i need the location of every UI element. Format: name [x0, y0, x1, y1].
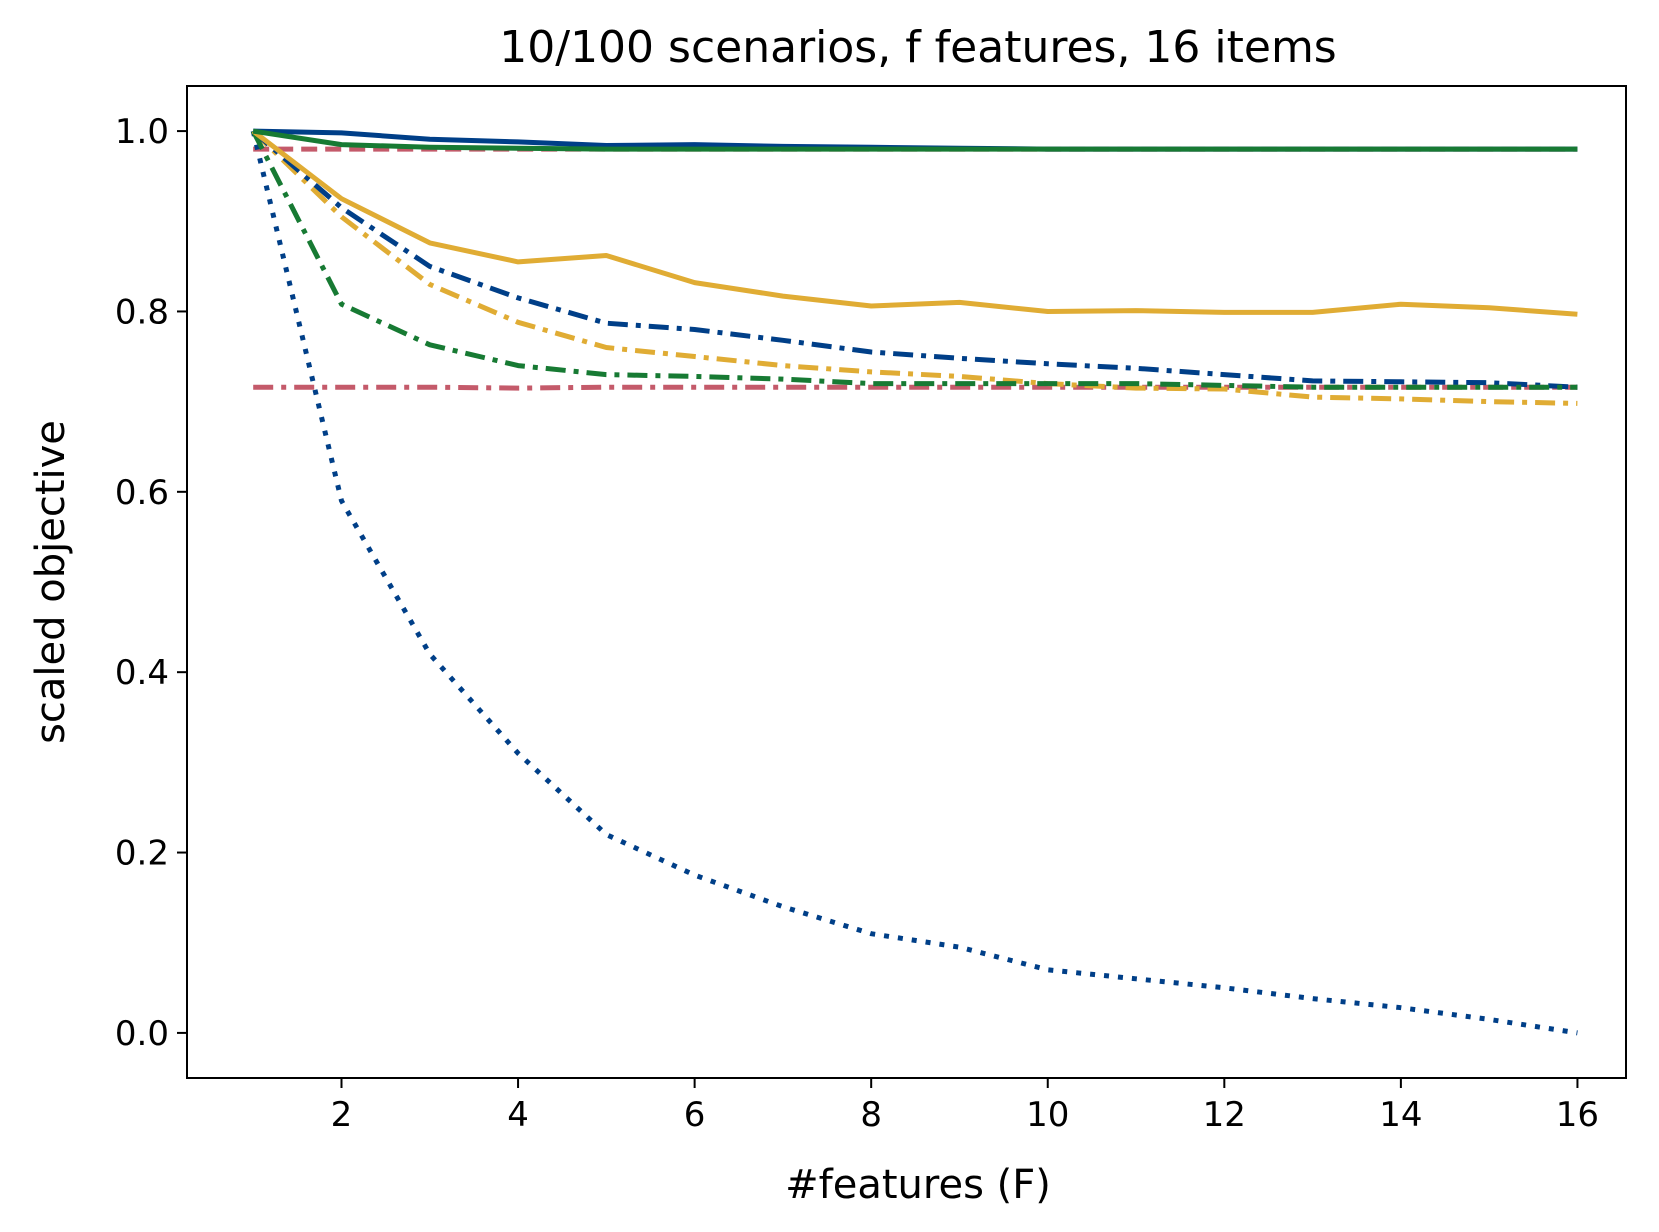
x-tick-label: 2 — [331, 1095, 353, 1135]
series-lines — [250, 128, 1578, 1036]
x-tick-label: 10 — [1026, 1095, 1069, 1135]
y-tick-label: 1.0 — [115, 112, 169, 152]
series-line-6 — [250, 129, 1578, 390]
x-tick-label: 8 — [860, 1095, 882, 1135]
chart-title: 10/100 scenarios, f features, 16 items — [499, 22, 1336, 73]
y-tick-label: 0.8 — [115, 292, 169, 332]
series-line-2 — [253, 384, 1578, 391]
y-axis-label: scaled objective — [28, 420, 74, 744]
series-line-5 — [251, 129, 1578, 390]
x-tick-label: 16 — [1556, 1095, 1599, 1135]
x-axis-ticks: 2 4 6 8 10 12 14 16 — [331, 1078, 1599, 1135]
y-axis-ticks: 0.0 0.2 0.4 0.6 0.8 1.0 — [115, 112, 187, 1054]
x-tick-label: 4 — [507, 1095, 529, 1135]
y-tick-label: 0.2 — [115, 834, 169, 874]
y-tick-label: 0.4 — [115, 653, 169, 693]
x-tick-label: 14 — [1379, 1095, 1422, 1135]
series-line-3 — [250, 130, 1578, 1036]
x-tick-label: 12 — [1203, 1095, 1246, 1135]
series-line-7 — [251, 129, 1578, 317]
x-tick-label: 6 — [684, 1095, 706, 1135]
plot-frame — [186, 85, 1627, 1079]
x-axis-label: #features (F) — [785, 1162, 1051, 1208]
y-tick-label: 0.0 — [115, 1014, 169, 1054]
y-tick-label: 0.6 — [115, 473, 169, 513]
series-line-9 — [252, 128, 1578, 152]
